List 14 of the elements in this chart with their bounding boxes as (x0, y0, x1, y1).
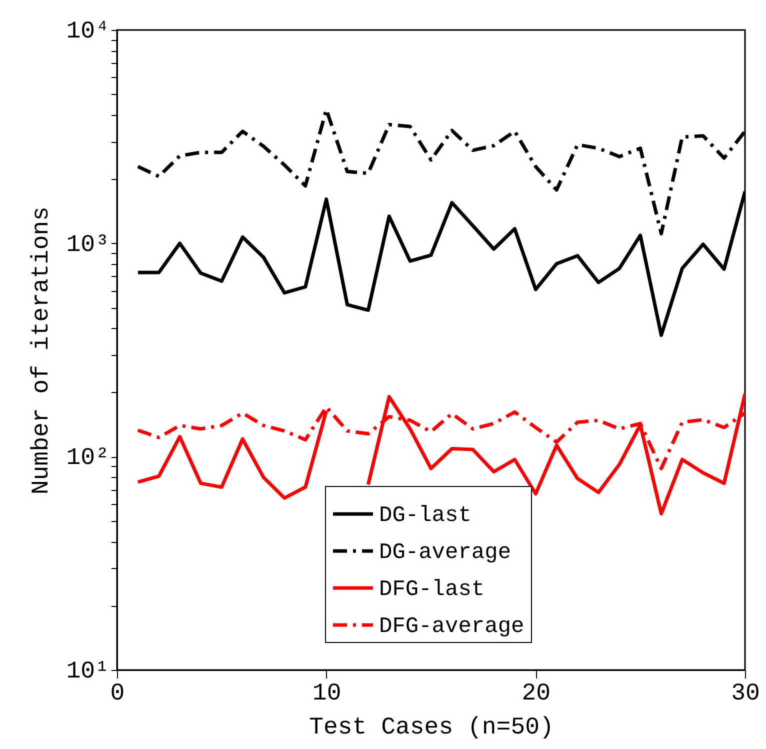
y-tick-label: 10³ (66, 232, 110, 259)
x-tick-label: 0 (110, 680, 125, 708)
legend-label: DG-average (379, 540, 512, 565)
legend-label: DFG-last (379, 577, 485, 602)
legend-label: DFG-average (379, 614, 524, 639)
legend-label: DG-last (379, 503, 472, 528)
y-tick-label: 10⁴ (66, 18, 110, 46)
y-tick-label: 10¹ (66, 658, 110, 686)
y-tick-label: 10² (66, 445, 110, 472)
x-tick-label: 20 (522, 680, 551, 708)
x-tick-label: 10 (312, 680, 342, 708)
x-axis-title: Test Cases (n=50) (309, 714, 554, 742)
y-axis-title: Number of iterations (28, 206, 56, 495)
x-tick-label: 30 (731, 680, 760, 708)
